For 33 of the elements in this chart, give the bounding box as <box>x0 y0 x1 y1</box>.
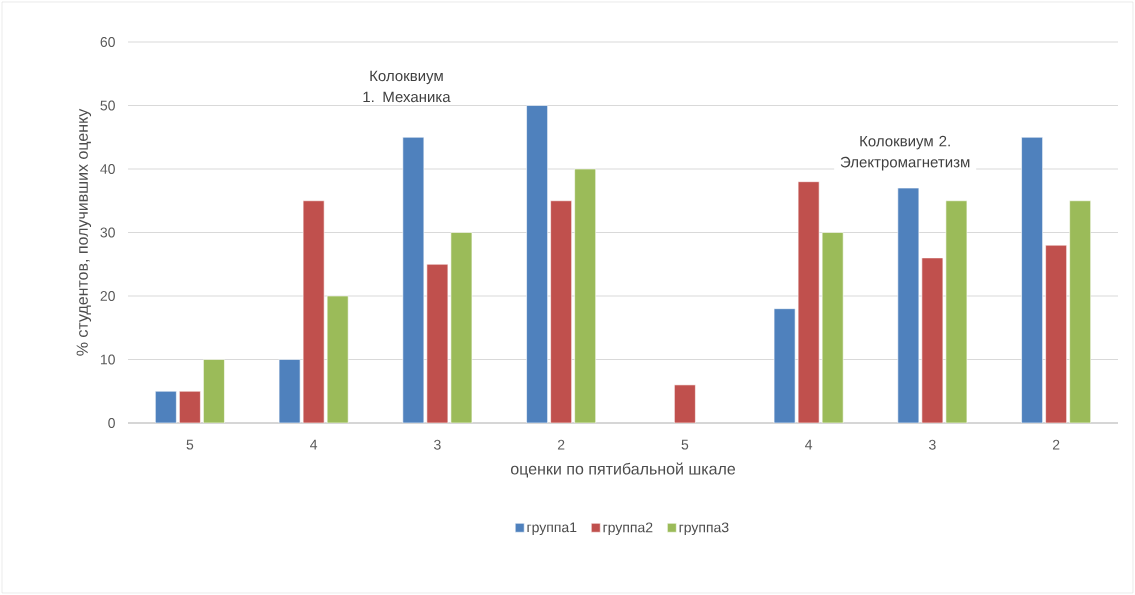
bar <box>526 105 548 423</box>
annotation: Колоквиум 1. Механика <box>363 70 451 103</box>
y-tick-label: 40 <box>100 164 115 174</box>
bar <box>155 390 177 423</box>
x-tick-label: 4 <box>805 439 813 450</box>
bar <box>674 384 696 423</box>
x-axis-title: оценки по пятибальной шкале <box>510 462 736 478</box>
y-axis-title: % студентов, получивших оценку <box>76 108 92 356</box>
x-tick-label: 5 <box>681 439 689 450</box>
y-tick-label: 30 <box>100 227 115 238</box>
bar <box>179 390 201 423</box>
y-tick-label: 50 <box>100 100 115 111</box>
legend-label: группа3 <box>679 522 729 536</box>
legend-label: группа1 <box>527 522 577 536</box>
x-tick-label: 4 <box>310 439 318 450</box>
x-tick-label: 5 <box>186 439 194 450</box>
x-tick-label: 3 <box>434 439 441 450</box>
bar <box>1069 200 1091 423</box>
bar <box>1045 244 1067 423</box>
legend-label: группа2 <box>603 522 653 536</box>
y-tick-label: 10 <box>100 354 115 365</box>
y-tick-label: 20 <box>100 291 115 301</box>
bar <box>1021 136 1043 423</box>
y-tick-label: 60 <box>100 37 115 47</box>
bar <box>326 295 349 423</box>
annotation: Колоквиум 2. Электромагнетизм <box>840 135 970 171</box>
bar <box>574 168 596 423</box>
x-tick-label: 2 <box>557 439 565 450</box>
y-tick-label: 0 <box>108 418 115 428</box>
bar <box>203 359 225 423</box>
bar <box>550 200 572 423</box>
x-tick-label: 3 <box>929 439 936 450</box>
x-tick-label: 2 <box>1052 439 1060 450</box>
